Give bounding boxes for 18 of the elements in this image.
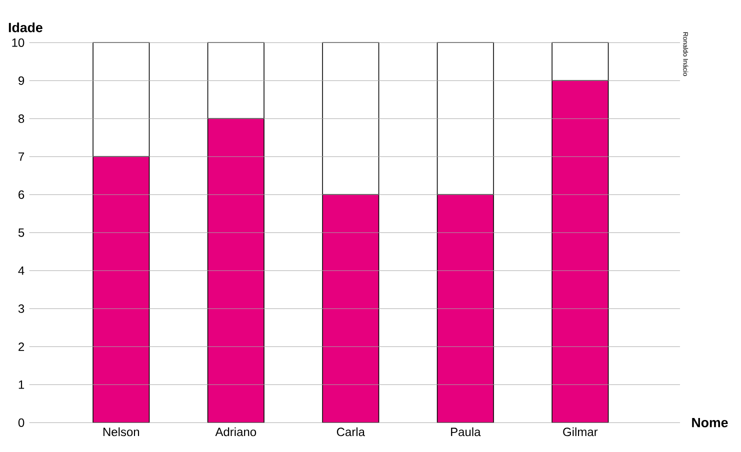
- y-tick-label: 9: [18, 76, 24, 85]
- y-axis-title: Idade: [8, 22, 42, 32]
- y-tick-label: 1: [18, 380, 24, 389]
- y-tick-label: 2: [18, 342, 24, 351]
- y-tick-label: 6: [18, 190, 24, 199]
- y-tick-label: 7: [18, 152, 24, 161]
- y-tick-label: 5: [18, 228, 24, 237]
- y-tick-label: 3: [18, 304, 24, 313]
- y-tick-label: 10: [12, 38, 24, 47]
- y-tick-label: 4: [18, 266, 24, 275]
- x-tick-label: Paula: [451, 427, 481, 436]
- x-tick-label: Carla: [336, 427, 365, 436]
- x-tick-label: Nelson: [103, 427, 140, 436]
- y-tick-label: 0: [18, 418, 24, 427]
- x-tick-label: Adriano: [215, 427, 256, 436]
- y-tick-label: 8: [18, 114, 24, 123]
- x-axis-title: Nome: [692, 418, 728, 428]
- x-tick-label: Gilmar: [563, 427, 598, 436]
